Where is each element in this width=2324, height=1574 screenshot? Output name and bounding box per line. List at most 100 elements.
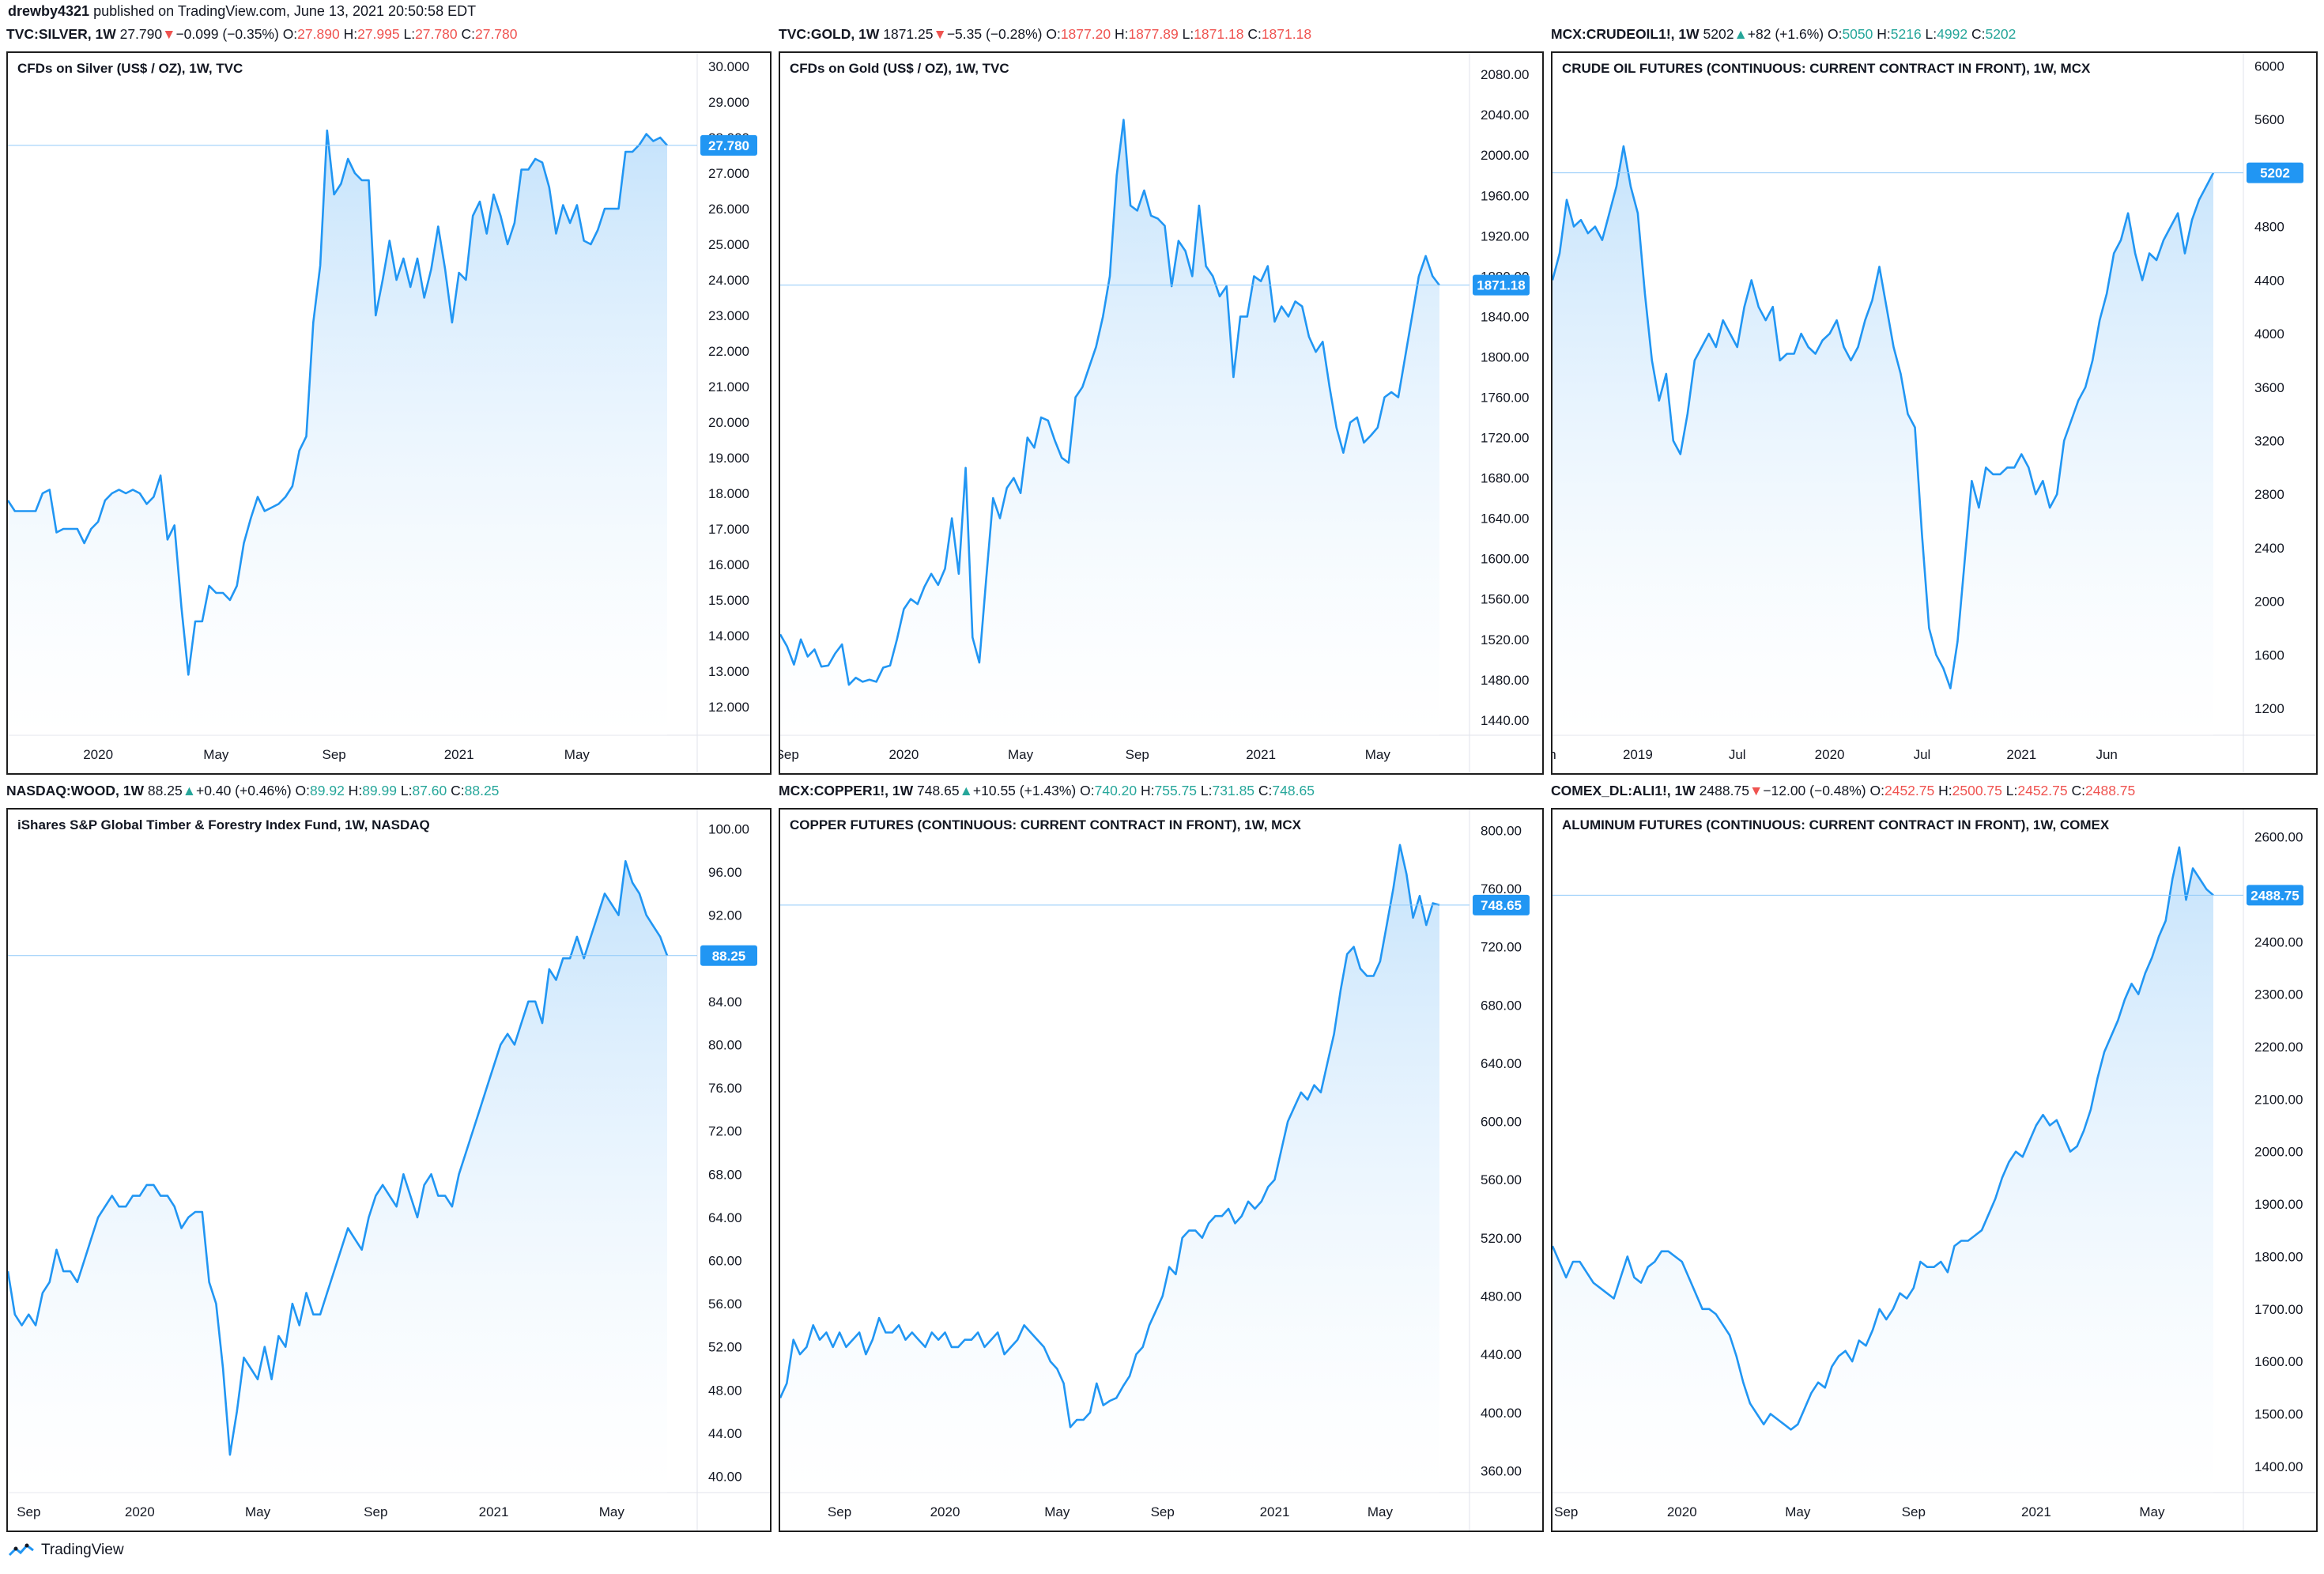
up-arrow-icon: ▲ <box>959 783 973 798</box>
y-tick-label: 18.000 <box>708 486 749 501</box>
price-line[interactable] <box>8 860 669 1456</box>
chart-svg-wood[interactable]: 40.00 44.00 48.00 52.00 56.00 60.00 64.00 68.00… <box>8 810 770 1531</box>
y-tick-label: 15.000 <box>708 593 749 608</box>
last-price: 88.25 <box>147 783 183 798</box>
y-tick-label: 1480.00 <box>1481 673 1529 688</box>
x-tick-label: 2020 <box>930 1504 960 1519</box>
last-price-badge <box>1473 274 1530 296</box>
symbol-name[interactable]: MCX:COPPER1!, 1W <box>779 783 914 798</box>
x-tick-label: May <box>2139 1504 2165 1519</box>
low-value: 87.60 <box>412 783 447 798</box>
y-tick-label: 96.00 <box>708 865 742 880</box>
price-change: −12.00 (−0.48%) <box>1763 783 1866 798</box>
area-fill <box>8 861 667 1493</box>
area-fill <box>1552 146 2213 735</box>
last-price-badge-text: 27.780 <box>708 138 749 153</box>
y-tick-label: 2000 <box>2254 594 2284 610</box>
symbol-header-wood: NASDAQ:WOOD, 1W 88.25▲+0.40 (+0.46%) O:8… <box>6 783 500 798</box>
y-tick-label: 1800.00 <box>2254 1249 2303 1264</box>
chart-pane-crude[interactable]: 1200 1600 2000 2400 2800 3200 3600 4000 4400 4800… <box>1551 51 2318 775</box>
y-tick-label: 1840.00 <box>1481 309 1529 324</box>
x-tick-label: Sep <box>322 747 345 762</box>
y-tick-label: 1600.00 <box>1481 552 1529 567</box>
down-arrow-icon: ▼ <box>933 26 947 42</box>
last-price-badge-text: 748.65 <box>1481 898 1522 913</box>
y-tick-label: 1560.00 <box>1481 592 1529 607</box>
x-tick-label: May <box>1365 747 1391 762</box>
y-tick-label: 22.000 <box>708 344 749 359</box>
y-tick-label: 13.000 <box>708 664 749 679</box>
chart-svg-silver[interactable]: 12.000 13.000 14.000 15.000 16.000 17.000 18.0… <box>8 53 770 773</box>
symbol-name[interactable]: NASDAQ:WOOD, 1W <box>6 783 145 798</box>
x-tick-label: 2020 <box>1667 1504 1697 1519</box>
chart-svg-aluminum[interactable]: 1400.00 1500.00 1600.00 1700.00 1800.00 1900.… <box>1552 810 2316 1531</box>
last-price-badge-text: 88.25 <box>712 949 746 964</box>
high-value: 89.99 <box>362 783 397 798</box>
publish-info: published on TradingView.com, June 13, 2… <box>93 3 477 19</box>
high-value: 755.75 <box>1154 783 1198 798</box>
y-tick-label: 48.00 <box>708 1383 742 1398</box>
chart-pane-silver[interactable]: 12.000 13.000 14.000 15.000 16.000 17.000 18.0… <box>6 51 772 775</box>
x-tick-label: 2021 <box>1260 1504 1290 1519</box>
symbol-name[interactable]: COMEX_DL:ALI1!, 1W <box>1551 783 1696 798</box>
high-value: 2500.75 <box>1952 783 2002 798</box>
chart-svg-crude[interactable]: 1200 1600 2000 2400 2800 3200 3600 4000 4400 4800… <box>1552 53 2316 773</box>
chart-pane-gold[interactable]: 1440.00 1480.00 1520.00 1560.00 1600.00 1640.… <box>779 51 1544 775</box>
last-price: 748.65 <box>917 783 960 798</box>
price-line[interactable] <box>1552 145 2215 689</box>
chart-pane-aluminum[interactable]: 1400.00 1500.00 1600.00 1700.00 1800.00 1900.… <box>1551 808 2318 1532</box>
y-tick-label: 2000.00 <box>1481 148 1529 163</box>
y-tick-label: 4400 <box>2254 273 2284 288</box>
y-tick-label: 52.00 <box>708 1340 742 1355</box>
price-line[interactable] <box>780 119 1441 686</box>
y-tick-label: 1520.00 <box>1481 632 1529 647</box>
chart-pane-wood[interactable]: 40.00 44.00 48.00 52.00 56.00 60.00 64.00 68.00… <box>6 808 772 1532</box>
symbol-name[interactable]: MCX:CRUDEOIL1!, 1W <box>1551 26 1700 42</box>
y-tick-label: 2040.00 <box>1481 108 1529 123</box>
x-tick-label: Sep <box>1126 747 1149 762</box>
y-tick-label: 20.000 <box>708 415 749 430</box>
chart-svg-copper[interactable]: 360.00 400.00 440.00 480.00 520.00 560.00 600.… <box>780 810 1542 1531</box>
open-value: 740.20 <box>1094 783 1137 798</box>
symbol-name[interactable]: TVC:SILVER, 1W <box>6 26 116 42</box>
chart-pane-copper[interactable]: 360.00 400.00 440.00 480.00 520.00 560.00 600.… <box>779 808 1544 1532</box>
price-line[interactable] <box>1552 846 2214 1431</box>
symbol-name[interactable]: TVC:GOLD, 1W <box>779 26 880 42</box>
x-tick-label: 2020 <box>1815 747 1845 762</box>
x-tick-label: 2021 <box>479 1504 509 1519</box>
close-value: 2488.75 <box>2085 783 2136 798</box>
y-tick-label: 19.000 <box>708 451 749 466</box>
up-arrow-icon: ▲ <box>182 783 197 798</box>
area-fill <box>8 130 667 735</box>
y-tick-label: 6000 <box>2254 59 2284 74</box>
y-tick-label: 1600.00 <box>2254 1354 2303 1369</box>
y-tick-label: 23.000 <box>708 308 749 323</box>
y-tick-label: 360.00 <box>1481 1463 1522 1478</box>
y-tick-label: 400.00 <box>1481 1406 1522 1421</box>
y-tick-label: 720.00 <box>1481 940 1522 955</box>
last-price-badge <box>2247 162 2303 183</box>
y-tick-label: 440.00 <box>1481 1347 1522 1362</box>
last-price-badge <box>1473 894 1530 915</box>
symbol-header-crude: MCX:CRUDEOIL1!, 1W 5202▲+82 (+1.6%) O:50… <box>1551 26 2017 42</box>
price-line[interactable] <box>8 129 668 676</box>
tradingview-footer[interactable]: TradingView <box>8 1542 124 1559</box>
y-tick-label: 2000.00 <box>2254 1145 2303 1160</box>
y-tick-label: 14.000 <box>708 628 749 644</box>
chart-svg-gold[interactable]: 1440.00 1480.00 1520.00 1560.00 1600.00 1640.… <box>780 53 1542 773</box>
last-price-badge-text: 2488.75 <box>2250 888 2299 903</box>
x-tick-label: Jul <box>1729 747 1746 762</box>
y-tick-label: 1920.00 <box>1481 228 1529 243</box>
open-value: 1877.20 <box>1060 26 1111 42</box>
low-value: 731.85 <box>1212 783 1255 798</box>
chart-title: ALUMINUM FUTURES (CONTINUOUS: CURRENT CO… <box>1562 817 2110 832</box>
y-tick-label: 29.000 <box>708 95 749 110</box>
author-name[interactable]: drewby4321 <box>8 3 90 19</box>
price-line[interactable] <box>780 844 1440 1429</box>
publish-byline: drewby4321 published on TradingView.com,… <box>8 3 476 20</box>
close-value: 5202 <box>1985 26 2017 42</box>
x-tick-label: May <box>1008 747 1034 762</box>
symbol-header-silver: TVC:SILVER, 1W 27.790▼−0.099 (−0.35%) O:… <box>6 26 518 42</box>
price-change: +10.55 (+1.43%) <box>972 783 1077 798</box>
low-value: 2452.75 <box>2017 783 2068 798</box>
